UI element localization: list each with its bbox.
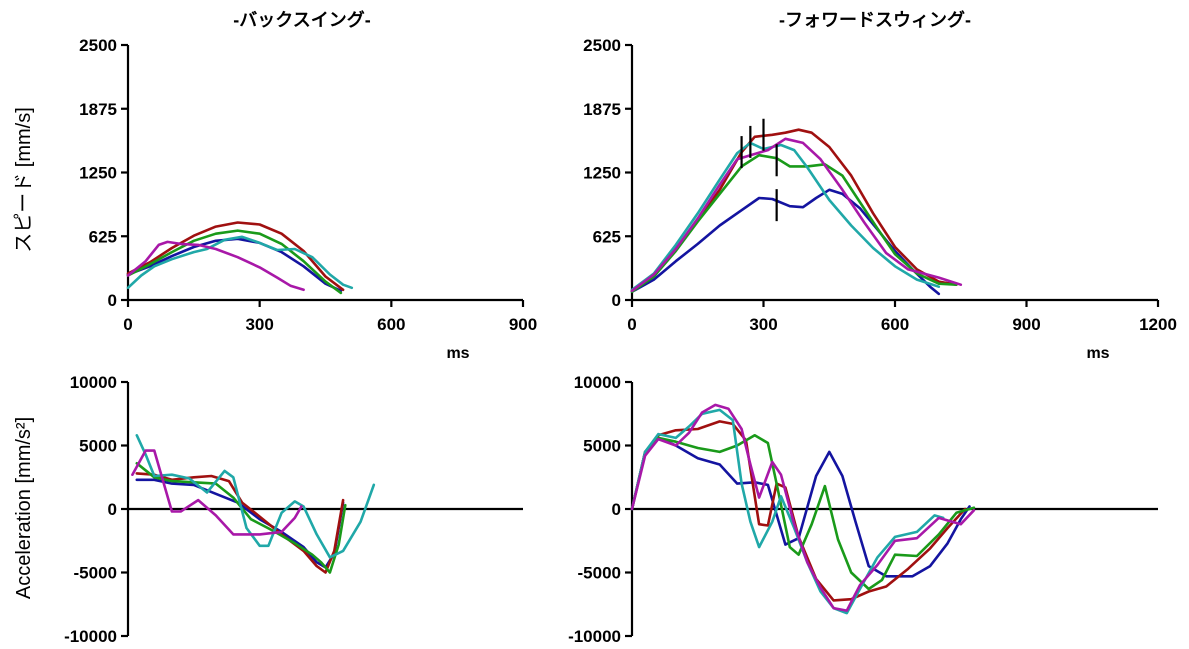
y-tick-label: 0 (612, 291, 621, 310)
chart-back-speed: -バックスイング- 0 625 1250 1875 2500 0 300 600 900 ms (79, 9, 537, 362)
series-line-3 (126, 229, 343, 295)
series-line-3 (135, 462, 347, 574)
series-line-4 (126, 235, 354, 290)
series-line-2 (126, 221, 345, 292)
chart-forward-accel: 10000 5000 0 -5000 -10000 (568, 373, 1158, 646)
x-tick-label: 900 (509, 315, 537, 334)
x-axis-unit: ms (446, 345, 469, 362)
y-tick-label: 0 (108, 291, 117, 310)
y-tick-label: 0 (108, 500, 117, 519)
x-tick-label: 0 (123, 315, 132, 334)
chart-back-accel: 10000 5000 0 -5000 -10000 (64, 373, 523, 646)
series-line-1 (630, 188, 941, 296)
y-tick-label: 1250 (79, 164, 117, 183)
x-tick-label: 0 (627, 315, 636, 334)
series-line-4 (630, 408, 945, 615)
series-line-3 (630, 434, 976, 591)
series-line-5 (126, 240, 305, 292)
chart-title: -フォワードスウィング- (779, 9, 971, 30)
series-line-5 (630, 137, 963, 293)
y-tick-label: 1875 (79, 100, 117, 119)
y-tick-label: 5000 (583, 437, 621, 456)
y-axis-title-acceleration-text: Acceleration [mm/s²] (13, 417, 35, 599)
y-tick-label: -10000 (568, 627, 621, 646)
y-axis-title-acceleration: Acceleration [mm/s²] (13, 417, 35, 599)
y-tick-label: 625 (593, 227, 621, 246)
y-tick-label: 2500 (79, 36, 117, 55)
chart-forward-speed: -フォワードスウィング- 0 625 1250 1875 2500 0 300 600 900 12… (583, 9, 1177, 362)
y-tick-label: 5000 (79, 437, 117, 456)
x-tick-label: 300 (245, 315, 273, 334)
x-tick-label: 600 (377, 315, 405, 334)
y-tick-label: 10000 (70, 373, 117, 392)
series-line-3 (630, 153, 958, 294)
y-axis-title-speed: スピード [mm/s] (13, 107, 35, 253)
y-tick-label: 1250 (583, 164, 621, 183)
series-line-2 (135, 472, 345, 574)
y-axis-title-speed-text: スピード [mm/s] (13, 107, 35, 253)
series-line-1 (630, 436, 971, 578)
y-tick-label: -5000 (74, 564, 117, 583)
y-tick-label: 10000 (574, 373, 621, 392)
series-line-4 (135, 434, 376, 559)
x-tick-label: 1200 (1139, 315, 1177, 334)
x-tick-label: 900 (1012, 315, 1040, 334)
y-tick-label: 1875 (583, 100, 621, 119)
series-line-5 (630, 403, 976, 612)
y-tick-label: 2500 (583, 36, 621, 55)
chart-title: -バックスイング- (233, 9, 370, 30)
y-tick-label: 625 (89, 227, 117, 246)
y-tick-label: -10000 (64, 627, 117, 646)
x-tick-label: 300 (749, 315, 777, 334)
x-axis-unit: ms (1086, 345, 1109, 362)
series-line-4 (630, 141, 941, 292)
y-tick-label: 0 (612, 500, 621, 519)
series-line-5 (131, 449, 303, 536)
y-tick-label: -5000 (578, 564, 621, 583)
x-tick-label: 600 (881, 315, 909, 334)
